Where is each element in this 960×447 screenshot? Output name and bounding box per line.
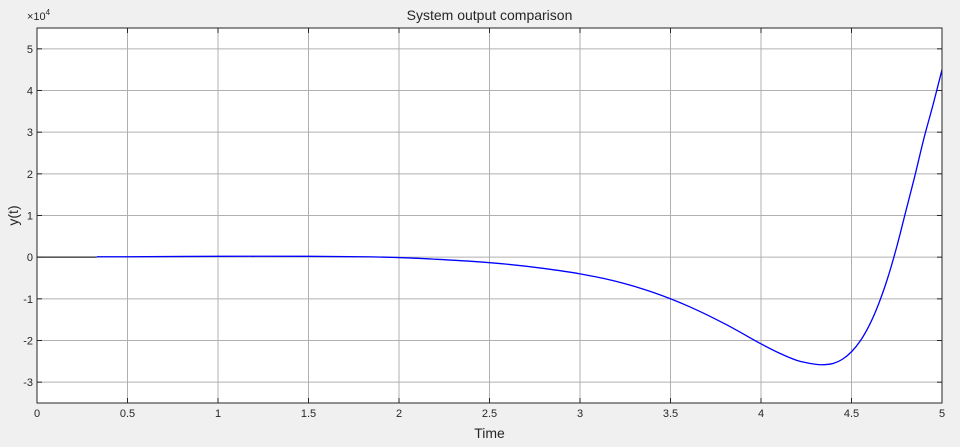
x-tick-label-7: 3.5: [663, 408, 678, 420]
y-axis-label: y(t): [5, 205, 21, 225]
y-tick-label-1: -2: [23, 336, 33, 348]
x-tick-label-5: 2.5: [482, 408, 497, 420]
y-tick-label-6: 3: [27, 127, 33, 139]
y-tick-label-5: 2: [27, 169, 33, 181]
x-tick-label-8: 4: [758, 408, 764, 420]
y-axis-exponent: ×104: [27, 8, 51, 23]
y-tick-label-3: 0: [27, 252, 33, 264]
x-axis-label: Time: [474, 425, 505, 441]
chart-title: System output comparison: [407, 7, 573, 23]
y-tick-label-7: 4: [27, 86, 33, 98]
x-tick-label-3: 1.5: [301, 408, 316, 420]
x-tick-label-0: 0: [34, 408, 40, 420]
y-tick-label-2: -1: [23, 294, 33, 306]
x-tick-label-6: 3: [577, 408, 583, 420]
x-tick-label-4: 2: [396, 408, 402, 420]
y-axis-ticks: -3 -2 -1 0 1 2 3 4 5: [23, 44, 942, 389]
series-line: [96, 69, 943, 366]
grid-lines: [37, 28, 942, 403]
series-group: [96, 69, 943, 366]
x-tick-label-10: 5: [939, 408, 945, 420]
y-tick-label-4: 1: [27, 211, 33, 223]
x-tick-label-9: 4.5: [844, 408, 859, 420]
y-tick-label-0: -3: [23, 377, 33, 389]
y-tick-label-8: 5: [27, 44, 33, 56]
x-tick-label-2: 1: [215, 408, 221, 420]
x-tick-label-1: 0.5: [120, 408, 135, 420]
exponent-power: 4: [46, 8, 51, 17]
x-axis-ticks: 0 0.5 1 1.5 2 2.5 3 3.5 4 4.5 5: [34, 28, 945, 420]
exponent-base: ×10: [27, 11, 46, 23]
